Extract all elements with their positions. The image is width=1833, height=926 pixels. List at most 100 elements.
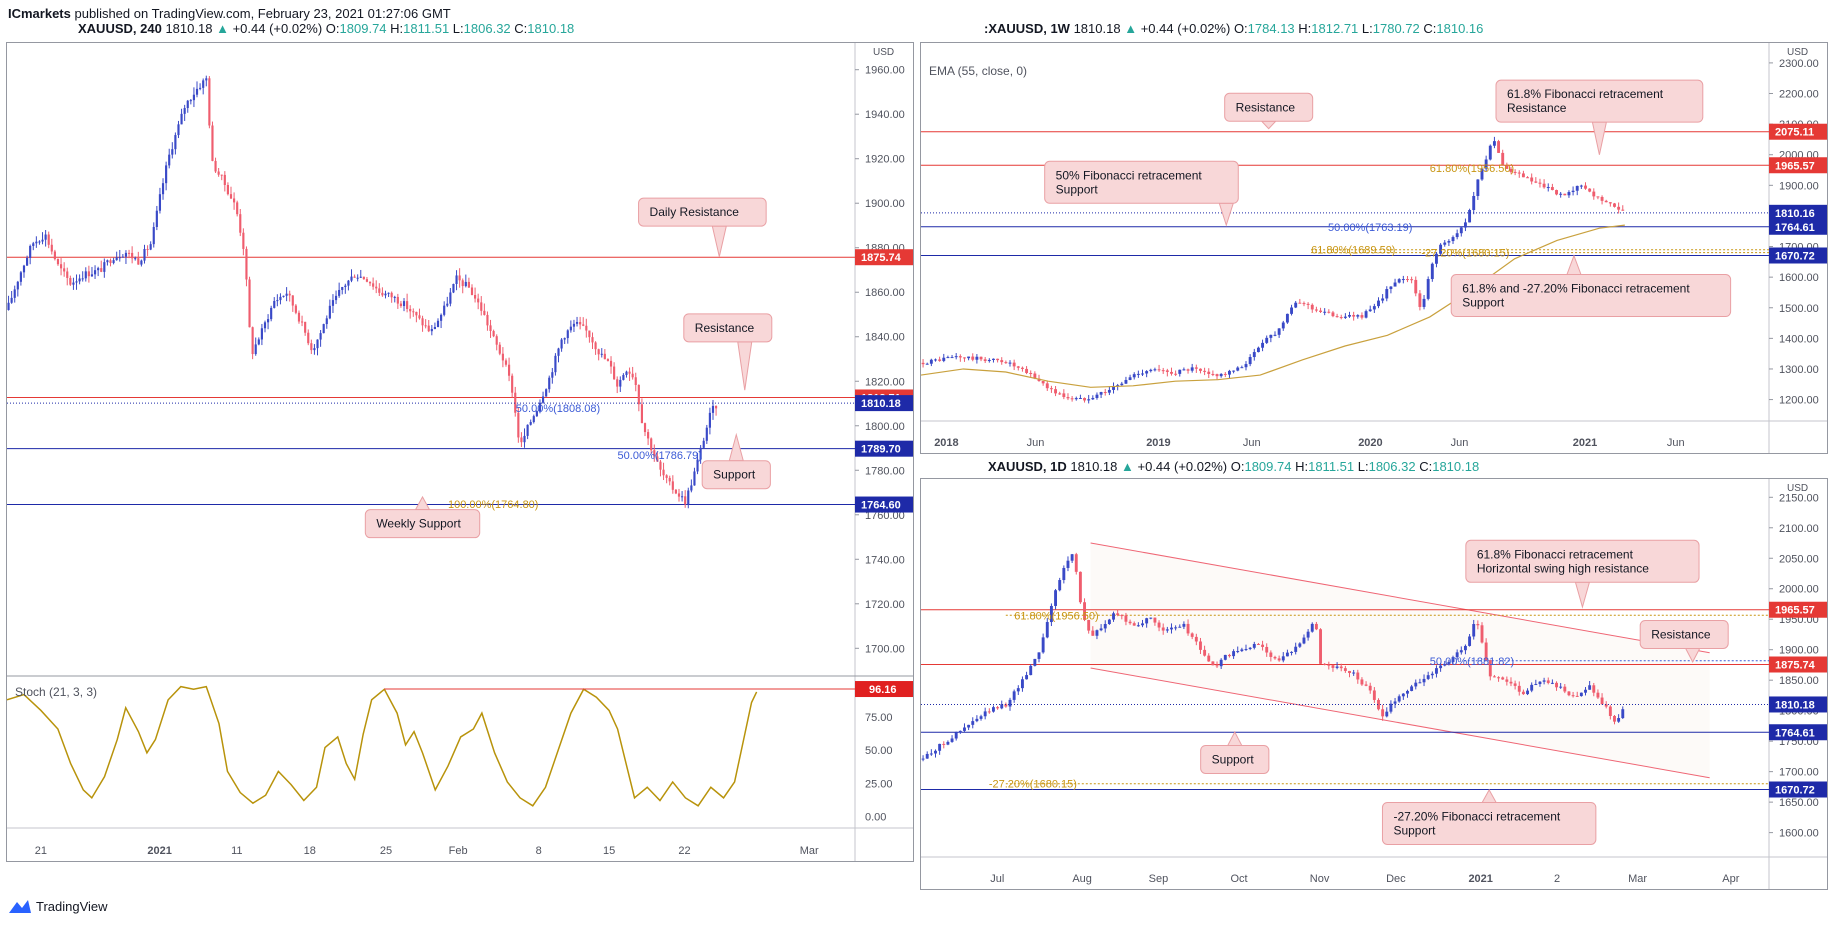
candle-body bbox=[1617, 206, 1621, 210]
d1-chart-panel[interactable]: 1600.001650.001700.001750.001800.001850.… bbox=[920, 478, 1828, 890]
candle-body bbox=[69, 277, 72, 285]
candle-body bbox=[229, 194, 233, 199]
candle-body bbox=[1422, 678, 1426, 683]
fib-level-label: -27.20%(1680.15) bbox=[989, 779, 1077, 791]
candle-body bbox=[1550, 187, 1554, 191]
candle-body bbox=[140, 260, 143, 265]
candle-body bbox=[616, 379, 619, 387]
candle-body bbox=[1203, 370, 1207, 372]
candle-body bbox=[1521, 173, 1525, 178]
candle-body bbox=[653, 450, 656, 457]
candle-body bbox=[668, 477, 671, 482]
candle-body bbox=[1327, 311, 1331, 313]
candle-body bbox=[975, 718, 979, 722]
candle-body bbox=[1534, 181, 1538, 183]
w1-symbol-name[interactable]: :XAUUSD, 1W bbox=[984, 21, 1070, 36]
candle-body bbox=[285, 293, 288, 296]
callout-box bbox=[638, 197, 767, 227]
candle-body bbox=[424, 325, 427, 327]
price-tick-label: 1700.00 bbox=[865, 643, 905, 655]
candle-body bbox=[1555, 682, 1558, 688]
candle-body bbox=[359, 276, 362, 278]
candle-body bbox=[1112, 613, 1115, 620]
candle-body bbox=[1149, 617, 1153, 619]
time-tick-label: Jun bbox=[1243, 437, 1261, 449]
candle-body bbox=[708, 412, 711, 428]
trend-channel-line bbox=[1090, 667, 1710, 779]
candle-body bbox=[334, 295, 338, 301]
currency-label: USD bbox=[1787, 483, 1808, 494]
candle-body bbox=[44, 234, 47, 240]
candle-body bbox=[59, 264, 63, 269]
d1-open: 1809.74 bbox=[1244, 459, 1292, 474]
w1-chart-svg[interactable]: 1200.001300.001400.001500.001600.001700.… bbox=[921, 43, 1827, 453]
candle-body bbox=[279, 296, 282, 301]
candle-body bbox=[588, 330, 591, 338]
candle-body bbox=[1161, 370, 1165, 372]
candle-body bbox=[1025, 675, 1029, 680]
fib-level-label: 61.80%(1956.50) bbox=[1430, 163, 1514, 175]
candle-body bbox=[1542, 680, 1546, 682]
stoch-line bbox=[7, 685, 758, 807]
candle-body bbox=[1074, 554, 1078, 572]
price-tick-label: 1920.00 bbox=[865, 154, 905, 166]
candle-body bbox=[1029, 665, 1033, 676]
publisher-name[interactable]: ICmarkets bbox=[8, 6, 71, 21]
w1-low: 1780.72 bbox=[1372, 21, 1420, 36]
tradingview-footer[interactable]: TradingView bbox=[8, 898, 108, 914]
candle-body bbox=[372, 283, 375, 287]
candle-body bbox=[84, 271, 87, 279]
candle-body bbox=[1087, 619, 1091, 631]
h4-symbol-name[interactable]: XAUUSD, 240 bbox=[78, 21, 162, 36]
candle-body bbox=[245, 248, 248, 280]
candle-body bbox=[1439, 244, 1443, 254]
h4-chart-panel[interactable]: 1700.00 1720.00 1740.00 1760.00 1780.00 1800.… bbox=[6, 42, 914, 862]
candle-body bbox=[387, 292, 390, 294]
candle-body bbox=[1393, 282, 1397, 287]
price-level-label: 2075.11 bbox=[1775, 127, 1814, 139]
candle-body bbox=[699, 447, 702, 460]
w1-chart-panel[interactable]: 1200.001300.001400.001500.001600.001700.… bbox=[920, 42, 1828, 454]
candle-body bbox=[1157, 369, 1161, 371]
candle-body bbox=[1348, 314, 1351, 317]
candle-body bbox=[1414, 682, 1418, 687]
candle-body bbox=[1095, 630, 1099, 636]
candle-body bbox=[554, 355, 557, 373]
w1-last: 1810.18 bbox=[1073, 21, 1121, 36]
callout-text-line: Daily Resistance bbox=[650, 205, 740, 219]
d1-symbol-name[interactable]: XAUUSD, 1D bbox=[988, 459, 1067, 474]
candle-body bbox=[637, 385, 640, 405]
price-tick-label: 1840.00 bbox=[865, 332, 905, 344]
candle-body bbox=[1174, 373, 1178, 375]
h4-chart-svg[interactable]: 1700.00 1720.00 1740.00 1760.00 1780.00 1800.… bbox=[7, 43, 913, 861]
candle-body bbox=[1339, 666, 1343, 669]
d1-chart-svg[interactable]: 1600.001650.001700.001750.001800.001850.… bbox=[921, 479, 1827, 889]
candle-body bbox=[921, 758, 925, 760]
candle-body bbox=[1285, 313, 1289, 323]
candle-body bbox=[1617, 718, 1621, 722]
candle-body bbox=[307, 332, 310, 344]
candle-body bbox=[205, 78, 208, 81]
w1-close: 1810.16 bbox=[1436, 21, 1484, 36]
d1-high: 1811.51 bbox=[1308, 459, 1355, 474]
candle-body bbox=[696, 459, 699, 472]
candle-body bbox=[1124, 615, 1128, 622]
candle-body bbox=[1443, 242, 1447, 245]
candle-body bbox=[1389, 703, 1393, 712]
candle-body bbox=[1352, 314, 1356, 317]
candle-body bbox=[260, 328, 263, 340]
stoch-tick-label: 25.00 bbox=[865, 778, 893, 790]
callout-pointer bbox=[728, 432, 744, 462]
candle-body bbox=[1037, 652, 1041, 659]
time-tick-label: 2021 bbox=[1468, 873, 1492, 885]
candle-body bbox=[1393, 701, 1397, 704]
candle-body bbox=[477, 298, 480, 303]
callout-pointer bbox=[1226, 730, 1243, 746]
candle-body bbox=[75, 281, 78, 283]
candle-body bbox=[146, 248, 149, 250]
candle-body bbox=[1078, 571, 1082, 603]
price-tick-label: 2050.00 bbox=[1779, 553, 1819, 565]
time-tick-label: 2020 bbox=[1358, 437, 1382, 449]
candle-body bbox=[461, 280, 464, 287]
candle-body bbox=[971, 356, 975, 360]
